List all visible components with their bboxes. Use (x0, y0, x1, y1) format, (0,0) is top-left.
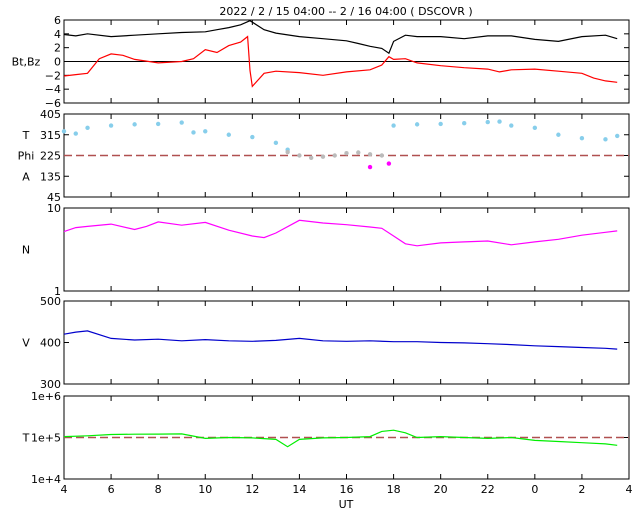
x-axis-label: UT (339, 498, 354, 511)
data-point (285, 149, 290, 155)
data-point (438, 121, 443, 127)
series-line (63, 20, 618, 55)
panel-velocity: 300 400 500 V (22, 295, 630, 391)
data-point (391, 123, 396, 128)
x-tick-label: 2 (578, 483, 585, 496)
y-axis-label: V (22, 337, 30, 350)
series-line (63, 429, 618, 448)
x-tick-label: 0 (531, 483, 538, 496)
data-point (379, 153, 385, 158)
panel-temperature_phi: 45 135 225 315 405 T Phi A (18, 108, 630, 204)
y-tick-label: 405 (40, 108, 61, 121)
data-point (414, 122, 420, 127)
series-points (285, 149, 385, 161)
panel-frame (63, 207, 630, 292)
data-point (344, 150, 349, 156)
y-tick-label: 10 (47, 202, 61, 215)
data-point (61, 129, 67, 134)
y-axis-label: Phi (18, 150, 35, 163)
series-line (63, 35, 618, 88)
data-point (603, 137, 608, 142)
data-point (367, 152, 373, 157)
data-point (108, 123, 114, 128)
y-tick-label: 0 (54, 56, 61, 69)
data-point (179, 120, 184, 125)
y-axis-label: T (22, 129, 30, 142)
series-line (63, 330, 618, 350)
data-point (191, 130, 196, 135)
data-point (532, 125, 538, 131)
y-tick-label: 300 (40, 378, 61, 391)
x-tick-label: 12 (245, 483, 259, 496)
y-tick-label: −2 (45, 69, 61, 82)
data-point (615, 133, 620, 139)
chart-title: 2022 / 2 / 15 04:00 -- 2 / 16 04:00 ( DS… (219, 5, 472, 18)
x-tick-label: 16 (340, 483, 354, 496)
y-tick-label: 1 (54, 285, 61, 298)
data-point (485, 119, 490, 125)
series-points (61, 119, 620, 152)
series-points (367, 161, 392, 170)
data-point (356, 150, 361, 155)
data-point (386, 161, 392, 166)
x-tick-label: 20 (434, 483, 448, 496)
y-tick-label: 400 (40, 337, 61, 350)
x-tick-label: 8 (155, 483, 162, 496)
y-tick-label: 45 (47, 191, 61, 204)
y-tick-label: 4 (54, 28, 61, 41)
data-point (155, 121, 161, 127)
y-tick-label: 1e+4 (31, 473, 61, 486)
x-tick-label: 22 (481, 483, 495, 496)
data-point (250, 134, 255, 140)
x-tick-label: 10 (198, 483, 212, 496)
data-point (367, 164, 373, 170)
panel-density: 1 10 N (22, 202, 630, 298)
y-tick-label: 2 (54, 42, 61, 55)
y-axis-label: Bt,Bz (12, 56, 41, 69)
data-point (297, 153, 302, 158)
data-point (132, 122, 137, 127)
y-tick-label: 1e+5 (31, 432, 61, 445)
data-point (556, 132, 561, 137)
x-tick-label: 4 (61, 483, 68, 496)
y-tick-label: 315 (40, 129, 61, 142)
x-tick-label: 14 (292, 483, 306, 496)
x-tick-label: 4 (626, 483, 633, 496)
series-line (63, 219, 618, 247)
y-tick-label: 135 (40, 170, 61, 183)
data-point (579, 136, 585, 141)
panel-frame (63, 300, 630, 385)
y-axis-label: T (22, 432, 30, 445)
data-point (203, 129, 208, 134)
panel-temperature: 1e+4 1e+5 1e+6 T (22, 390, 630, 486)
data-point (320, 154, 326, 159)
y-tick-label: −6 (45, 97, 61, 110)
y-tick-label: 500 (40, 295, 61, 308)
y-axis-label: N (22, 244, 30, 257)
data-point (85, 125, 90, 131)
y-axis-label: A (22, 170, 30, 183)
x-tick-label: 6 (108, 483, 115, 496)
data-point (308, 155, 314, 161)
y-tick-label: 1e+6 (31, 390, 61, 403)
data-point (273, 140, 279, 146)
y-tick-label: −4 (45, 83, 61, 96)
y-tick-label: 225 (40, 150, 61, 163)
data-point (509, 123, 514, 128)
data-point (73, 131, 78, 136)
data-point (497, 119, 502, 124)
y-tick-label: 6 (54, 14, 61, 27)
data-point (226, 132, 231, 137)
data-point (332, 153, 337, 158)
data-point (462, 121, 467, 126)
x-tick-label: 18 (387, 483, 401, 496)
